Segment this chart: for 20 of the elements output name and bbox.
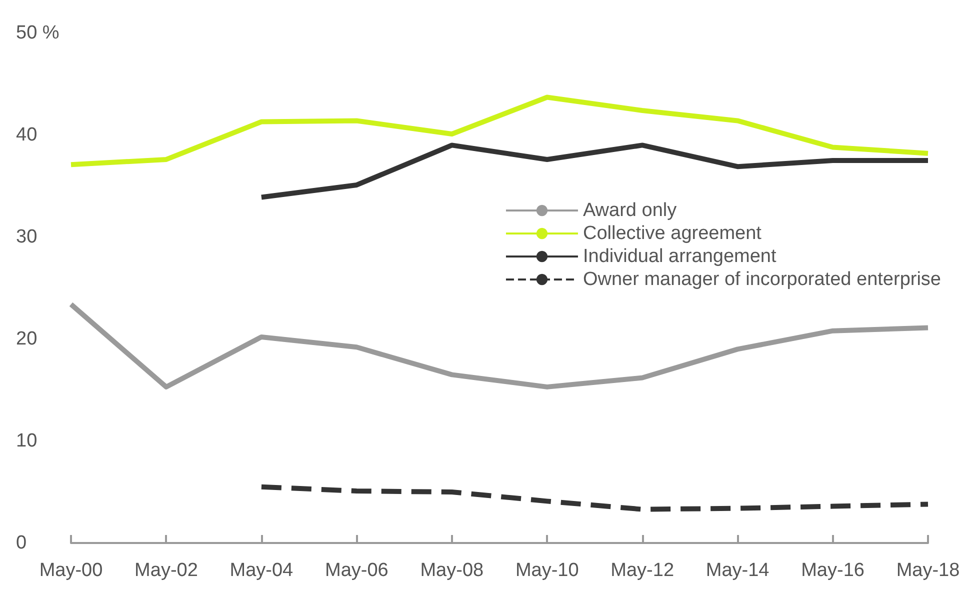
legend-label: Individual arrangement <box>582 246 777 267</box>
x-tick-label: May-14 <box>706 560 770 581</box>
x-tick-label: May-12 <box>610 560 674 581</box>
y-tick-label: 10 <box>16 430 38 452</box>
x-tick-label: May-08 <box>420 560 484 581</box>
y-tick-label: 0 <box>16 532 27 554</box>
legend-label: Award only <box>582 200 678 221</box>
x-tick-label: May-06 <box>324 560 388 581</box>
x-tick-label: May-04 <box>230 560 294 581</box>
x-tick-label: May-10 <box>515 560 579 581</box>
y-tick-label: 30 <box>16 226 38 248</box>
y-tick-label: 50 % <box>16 22 60 44</box>
x-tick-label: May-18 <box>896 560 960 581</box>
y-tick-label: 40 <box>16 124 38 146</box>
x-tick-label: May-16 <box>801 560 864 581</box>
x-tick-label: May-00 <box>39 560 103 581</box>
x-tick-label: May-02 <box>134 560 198 581</box>
legend-label: Collective agreement <box>582 223 762 244</box>
legend-label: Owner manager of incorporated enterprise <box>582 269 942 290</box>
y-tick-label: 20 <box>16 328 38 350</box>
